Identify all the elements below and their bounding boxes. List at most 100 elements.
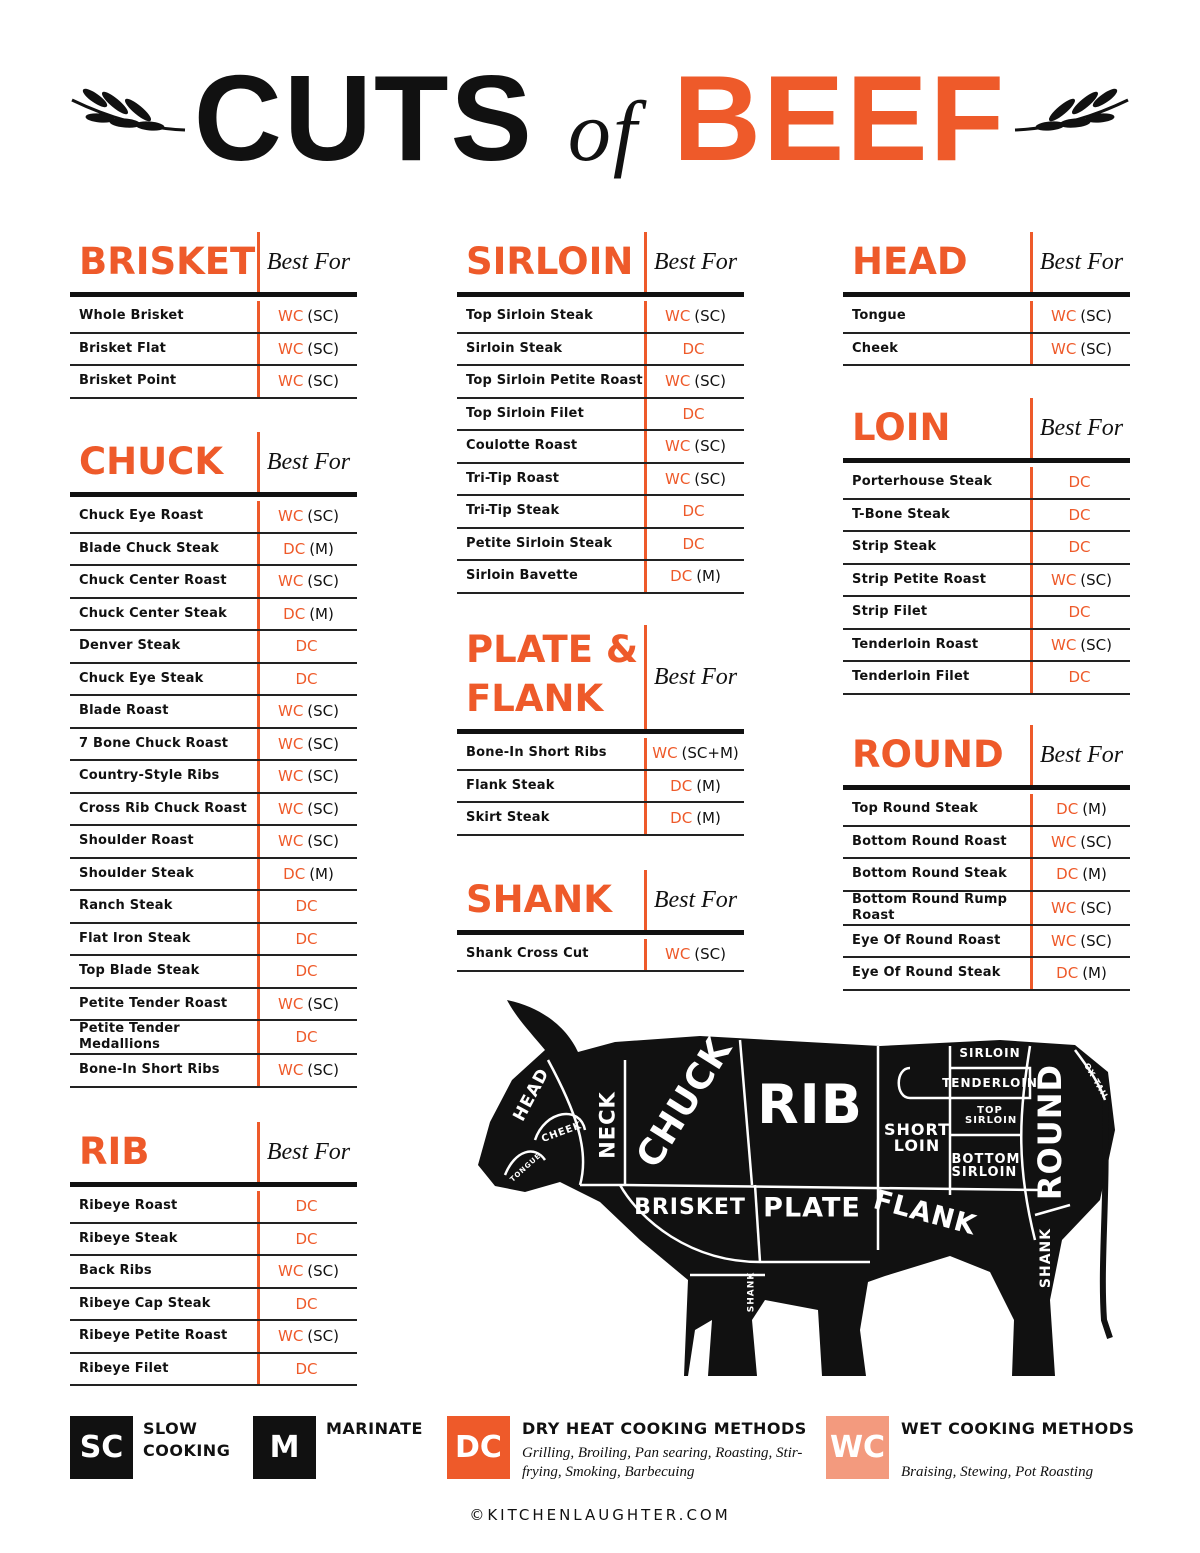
rows: Tongue WC (SC) Cheek WC (SC) [843, 301, 1130, 366]
best-for: WC (SC) [260, 301, 357, 332]
title-word: BEEF [672, 50, 1007, 186]
cut-name: Strip Petite Roast [843, 564, 1033, 595]
method: DC [1068, 473, 1091, 492]
cut-name: Porterhouse Steak [843, 467, 1033, 498]
method-note: (SC) [694, 372, 726, 391]
method: DC [295, 1229, 318, 1248]
section-header: CHUCK Best For [70, 432, 357, 497]
best-for: WC (SC) [260, 1256, 357, 1287]
method: DC [682, 534, 705, 553]
method: WC [1050, 898, 1077, 917]
cut-row: Country-Style Ribs WC (SC) [70, 761, 357, 794]
cut-section: HEAD Best For Tongue WC (SC) Cheek WC (SC) [843, 232, 1130, 366]
section-name: SIRLOIN [457, 232, 647, 292]
cut-row: Bottom Round Rump Roast WC (SC) [843, 891, 1130, 926]
method: DC [682, 404, 705, 423]
cut-name: Flank Steak [457, 770, 647, 801]
method: DC [295, 1028, 318, 1046]
method: WC [277, 702, 304, 721]
best-for: DC [260, 1289, 357, 1320]
method: WC [1050, 339, 1077, 358]
method-note: (SC) [307, 1061, 339, 1080]
section-header: RIB Best For [70, 1122, 357, 1187]
method: WC [277, 507, 304, 526]
cut-label: SIRLOIN [959, 1046, 1021, 1060]
method: DC [283, 604, 306, 623]
cut-row: Ranch Steak DC [70, 891, 357, 924]
cut-name: Bottom Round Roast [843, 826, 1033, 857]
cut-row: Tri-Tip Steak DC [457, 496, 744, 529]
legend-code: SC [70, 1416, 133, 1479]
best-for: WC (SC) [260, 1321, 357, 1352]
cut-name: Chuck Center Steak [70, 598, 260, 629]
cut-row: Cross Rib Chuck Roast WC (SC) [70, 793, 357, 826]
column-header: Best For [1039, 414, 1124, 441]
method-note: (M) [309, 539, 334, 558]
best-for: WC (SC) [647, 431, 744, 462]
method: DC [1056, 865, 1079, 884]
cut-row: Strip Petite Roast WC (SC) [843, 564, 1130, 597]
method-note: (SC) [694, 469, 726, 488]
cut-label: RIB [757, 1073, 863, 1136]
cut-label: TENDERLOIN [942, 1076, 1038, 1090]
method-note: (SC) [1080, 339, 1112, 358]
method-note: (SC) [307, 767, 339, 786]
legend-description: Grilling, Broiling, Pan searing, Roastin… [522, 1445, 803, 1480]
cut-name: Tongue [843, 301, 1033, 332]
cut-name: Sirloin Steak [457, 333, 647, 364]
cut-row: Brisket Point WC (SC) [70, 366, 357, 399]
method: WC [664, 437, 691, 456]
cut-name: Shoulder Roast [70, 826, 260, 857]
method-note: (SC) [1080, 898, 1112, 917]
cut-name: Denver Steak [70, 631, 260, 662]
method-note: (SC) [1080, 307, 1112, 326]
best-for: DC [1033, 662, 1130, 693]
method: WC [277, 372, 304, 391]
legend-code: M [253, 1416, 316, 1479]
cut-row: Eye Of Round Roast WC (SC) [843, 925, 1130, 958]
section-name: LOIN [843, 398, 1033, 458]
best-for: DC [260, 1354, 357, 1385]
cut-row: Denver Steak DC [70, 631, 357, 664]
method: DC [1068, 538, 1091, 557]
cut-row: Tenderloin Roast WC (SC) [843, 629, 1130, 662]
title: CUTS of BEEF [0, 38, 1200, 211]
cut-row: Shoulder Roast WC (SC) [70, 826, 357, 859]
cut-name: Petite Sirloin Steak [457, 528, 647, 559]
best-for: WC (SC+M) [647, 738, 744, 769]
best-for: WC (SC) [260, 826, 357, 857]
cut-row: Top Round Steak DC (M) [843, 794, 1130, 827]
best-for: DC [647, 529, 744, 560]
cut-row: 7 Bone Chuck Roast WC (SC) [70, 728, 357, 761]
method: WC [1050, 931, 1077, 950]
cut-row: Top Sirloin Petite Roast WC (SC) [457, 366, 744, 399]
best-for: WC (SC) [260, 1055, 357, 1086]
cut-name: T-Bone Steak [843, 499, 1033, 530]
method: WC [277, 1061, 304, 1080]
cut-row: Chuck Center Roast WC (SC) [70, 566, 357, 599]
cut-name: Coulotte Roast [457, 431, 647, 462]
cut-name: 7 Bone Chuck Roast [70, 728, 260, 759]
best-for: DC (M) [260, 859, 357, 890]
column-header: Best For [266, 248, 351, 275]
method-note: (SC) [694, 437, 726, 456]
cut-row: Shoulder Steak DC (M) [70, 858, 357, 891]
method-note: (SC) [1080, 570, 1112, 589]
cut-section: BRISKET Best For Whole Brisket WC (SC) Briske… [70, 232, 357, 399]
method-note: (SC) [307, 1327, 339, 1346]
cut-label: PLATE [763, 1192, 861, 1224]
method: WC [1050, 307, 1077, 326]
column-header: Best For [266, 448, 351, 475]
cut-section: PLATE & FLANK Best For Bone-In Short Ribs W… [457, 625, 744, 836]
cut-label: BOTTOM SIRLOIN [951, 1152, 1021, 1180]
method-note: (SC) [307, 1262, 339, 1281]
legend-label: MARINATE [326, 1419, 423, 1438]
cut-row: Top Sirloin Steak WC (SC) [457, 301, 744, 334]
method: DC [682, 502, 705, 521]
best-for: DC (M) [1033, 794, 1130, 825]
title-word: CUTS [193, 50, 534, 186]
best-for: WC (SC) [260, 761, 357, 792]
section-header: SHANK Best For [457, 870, 744, 935]
method-note: (SC) [1080, 832, 1112, 851]
rows: Chuck Eye Roast WC (SC) Blade Chuck Steak DC… [70, 501, 357, 1088]
